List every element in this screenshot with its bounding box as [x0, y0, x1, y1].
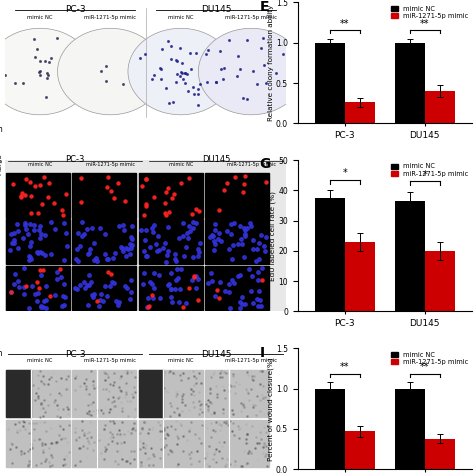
Text: DU145: DU145 — [201, 5, 231, 14]
Text: mimic NC: mimic NC — [27, 15, 53, 20]
Y-axis label: Relative colony formation ability: Relative colony formation ability — [268, 5, 274, 121]
Text: Merge: Merge — [0, 153, 2, 175]
Bar — [73, 266, 137, 310]
Bar — [138, 370, 163, 417]
Circle shape — [0, 28, 93, 115]
Legend: mimic NC, miR-1271-5p mimic: mimic NC, miR-1271-5p mimic — [391, 352, 468, 365]
Text: miR-1271-5p mimic: miR-1271-5p mimic — [86, 162, 135, 167]
Bar — [138, 219, 202, 264]
Circle shape — [57, 28, 163, 115]
Bar — [425, 438, 455, 469]
Text: **: ** — [340, 363, 349, 373]
Bar — [6, 173, 70, 218]
Bar — [138, 266, 202, 310]
Bar — [73, 370, 137, 417]
Bar — [138, 420, 202, 467]
Bar — [205, 266, 269, 310]
Text: mimic NC: mimic NC — [169, 162, 193, 167]
Y-axis label: Percent of wound closure(%): Percent of wound closure(%) — [267, 357, 274, 461]
Text: miR-1271-5p mimic: miR-1271-5p mimic — [225, 357, 277, 363]
Bar — [394, 201, 425, 311]
Bar — [6, 266, 70, 310]
Bar — [345, 102, 375, 123]
Bar — [345, 242, 375, 311]
Bar — [138, 173, 202, 218]
Text: *: * — [422, 170, 427, 180]
Bar — [6, 420, 70, 467]
Legend: mimic NC, miR-1271-5p mimic: mimic NC, miR-1271-5p mimic — [391, 164, 468, 177]
Text: mimic NC: mimic NC — [27, 357, 53, 363]
Y-axis label: EdU labeled cell rate (%): EdU labeled cell rate (%) — [270, 191, 276, 281]
Text: 24h: 24h — [0, 349, 3, 358]
Bar — [205, 173, 269, 218]
Circle shape — [128, 28, 234, 115]
Bar — [315, 43, 345, 123]
Text: miR-1271-5p mimic: miR-1271-5p mimic — [84, 15, 137, 20]
Bar — [6, 370, 70, 417]
Text: I: I — [260, 346, 264, 360]
Text: **: ** — [420, 19, 429, 29]
Bar — [73, 219, 137, 264]
Text: *: * — [342, 168, 347, 178]
Bar — [205, 370, 269, 417]
Bar — [73, 420, 137, 467]
Bar — [6, 370, 31, 417]
Bar — [73, 173, 137, 218]
Bar — [394, 43, 425, 123]
Text: mimic NC: mimic NC — [168, 15, 193, 20]
Text: DU145: DU145 — [201, 350, 231, 359]
Text: G: G — [260, 157, 271, 171]
Bar — [345, 431, 375, 469]
Text: PC-3: PC-3 — [65, 5, 85, 14]
Text: **: ** — [340, 19, 349, 29]
Text: PC-3: PC-3 — [65, 350, 85, 359]
Bar — [138, 370, 202, 417]
Bar — [205, 219, 269, 264]
Text: **: ** — [420, 363, 429, 373]
Bar — [425, 91, 455, 123]
Text: PC-3: PC-3 — [65, 155, 85, 164]
Bar — [394, 389, 425, 469]
Bar — [425, 251, 455, 311]
Text: miR-1271-5p mimic: miR-1271-5p mimic — [227, 162, 276, 167]
Legend: mimic NC, miR-1271-5p mimic: mimic NC, miR-1271-5p mimic — [391, 6, 468, 19]
Bar — [315, 198, 345, 311]
Text: miR-1271-5p mimic: miR-1271-5p mimic — [225, 15, 277, 20]
Text: E: E — [260, 0, 269, 14]
Bar — [315, 389, 345, 469]
Text: miR-1271-5p mimic: miR-1271-5p mimic — [84, 357, 137, 363]
Circle shape — [199, 28, 304, 115]
Text: 0h: 0h — [0, 125, 3, 134]
Text: DU145: DU145 — [202, 155, 230, 164]
Text: mimic NC: mimic NC — [168, 357, 193, 363]
Bar — [205, 420, 269, 467]
Bar — [6, 219, 70, 264]
Text: mimic NC: mimic NC — [28, 162, 52, 167]
